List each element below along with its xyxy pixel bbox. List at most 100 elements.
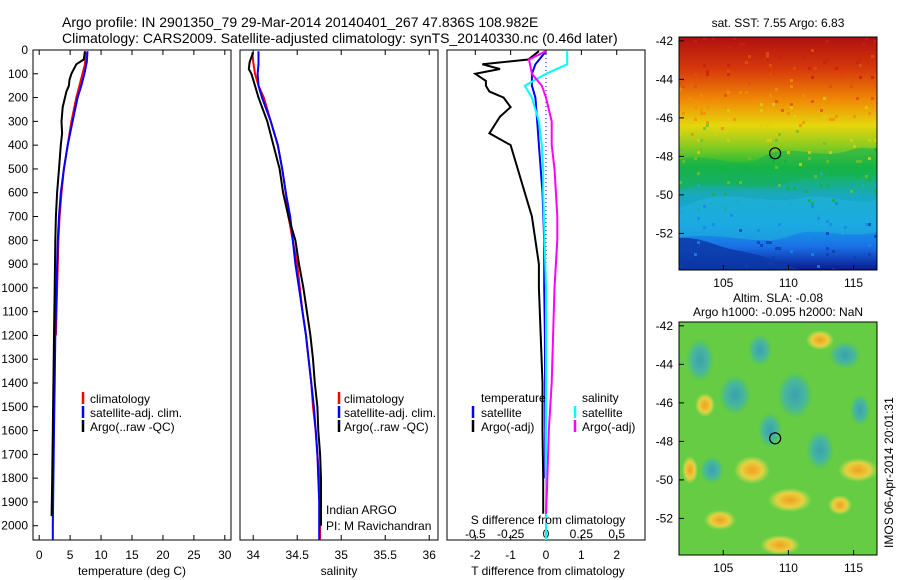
y-tick-label: 1400 <box>1 376 28 390</box>
sst-pixel <box>697 151 700 154</box>
temperature-axes-box <box>32 49 232 541</box>
depth-axis: 0 100 200 300 400 500 600 700 800 900 1000 1100 1200… <box>1 43 452 533</box>
sla-warm-eddy <box>828 495 852 515</box>
sst-pixel <box>856 196 859 199</box>
sst-pixel <box>736 181 739 184</box>
sst-pixel <box>769 241 772 244</box>
sst-pixel <box>790 250 793 253</box>
sst-pixel <box>760 109 763 112</box>
sst-pixel <box>811 118 814 121</box>
sst-pixel <box>826 220 829 223</box>
sst-pixel <box>769 157 772 160</box>
sst-pixel <box>694 106 697 109</box>
s-tick-label: -0.25 <box>497 527 525 541</box>
sst-pixel <box>733 118 736 121</box>
y-tick-label: 2000 <box>1 519 28 533</box>
series-line-s-satellite <box>523 51 569 540</box>
sla-cool-eddy <box>748 334 772 366</box>
sst-pixel <box>865 223 868 226</box>
sst-pixel <box>766 55 769 58</box>
sst-pixel <box>694 253 697 256</box>
legend-label-climatology: climatology <box>344 392 404 406</box>
sst-pixel <box>691 133 694 136</box>
sst-pixel <box>811 100 814 103</box>
x-tick-label: 36 <box>423 548 437 562</box>
salinity-annotation-line1: Indian ARGO <box>326 503 397 517</box>
legend-title-salinity: salinity <box>582 391 619 405</box>
sst-pixel <box>712 100 715 103</box>
sla-cool-eddy <box>700 456 724 484</box>
sst-pixel <box>727 181 730 184</box>
sst-pixel <box>733 37 736 40</box>
sst-pixel <box>811 202 814 205</box>
sst-pixel <box>772 205 775 208</box>
map-y-tick-label: -42 <box>656 34 674 48</box>
sst-pixel <box>805 190 808 193</box>
sst-pixel <box>871 55 874 58</box>
sst-pixel <box>844 226 847 229</box>
sst-pixel <box>787 151 790 154</box>
sst-pixel <box>832 268 835 270</box>
sst-pixel <box>679 148 682 151</box>
sst-pixel <box>802 121 805 124</box>
sst-pixel <box>724 94 727 97</box>
sst-pixel <box>829 151 832 154</box>
sst-pixel <box>850 139 853 142</box>
map-y-tick-label: -46 <box>656 396 674 410</box>
sst-pixel <box>766 52 769 55</box>
sst-pixel <box>826 160 829 163</box>
sst-pixel <box>811 49 814 52</box>
sst-pixel <box>859 64 862 67</box>
sst-pixel <box>688 97 691 100</box>
x-tick-label: 35.5 <box>374 548 398 562</box>
sst-pixel <box>703 64 706 67</box>
t-difference-label: T difference from climatology <box>471 564 625 578</box>
sst-pixel <box>829 223 832 226</box>
sst-pixel <box>790 202 793 205</box>
sst-pixel <box>697 217 700 220</box>
sst-pixel <box>778 55 781 58</box>
sst-pixel <box>868 139 871 142</box>
sst-pixel <box>784 193 787 196</box>
map-y-tick-label: -44 <box>656 72 674 86</box>
sst-pixel <box>709 202 712 205</box>
y-tick-label: 1500 <box>1 400 28 414</box>
legend-title-temperature: temperature <box>481 391 546 405</box>
sst-pixel <box>853 145 856 148</box>
sst-pixel <box>874 184 877 187</box>
sst-pixel <box>748 157 751 160</box>
sst-pixel <box>727 139 730 142</box>
sst-pixel <box>679 265 682 268</box>
sst-pixel <box>817 265 820 268</box>
sst-pixel <box>868 223 871 226</box>
sst-pixel <box>727 91 730 94</box>
sst-pixel <box>826 40 829 43</box>
sst-pixel <box>826 253 829 256</box>
sst-pixel <box>697 184 700 187</box>
legend-label-climatology: climatology <box>90 392 150 406</box>
sla-cool-eddy <box>758 412 782 448</box>
salinity-ticks: 34 34.5 35 35.5 36 <box>247 50 437 562</box>
sst-pixel <box>769 73 772 76</box>
sla-field <box>679 322 877 555</box>
sst-pixel <box>703 37 706 40</box>
sst-pixel <box>862 184 865 187</box>
sst-pixel <box>778 247 781 250</box>
sst-pixel <box>769 262 772 265</box>
sst-pixel <box>769 238 772 241</box>
sst-pixel <box>775 49 778 52</box>
sst-pixel <box>727 64 730 67</box>
sst-pixel <box>745 166 748 169</box>
difference-legend: temperature salinity satellite Argo(-adj… <box>471 391 635 434</box>
sst-pixel <box>772 103 775 106</box>
sst-pixel <box>778 133 781 136</box>
legend-label-satellite: satellite-adj. clim. <box>344 406 436 420</box>
sst-pixel <box>778 223 781 226</box>
sst-pixel <box>853 256 856 259</box>
sst-pixel <box>775 100 778 103</box>
sst-pixel <box>856 61 859 64</box>
x-tick-label: 2 <box>613 548 620 562</box>
map-y-tick-label: -46 <box>656 111 674 125</box>
sst-pixel <box>712 151 715 154</box>
y-tick-label: 700 <box>8 210 28 224</box>
